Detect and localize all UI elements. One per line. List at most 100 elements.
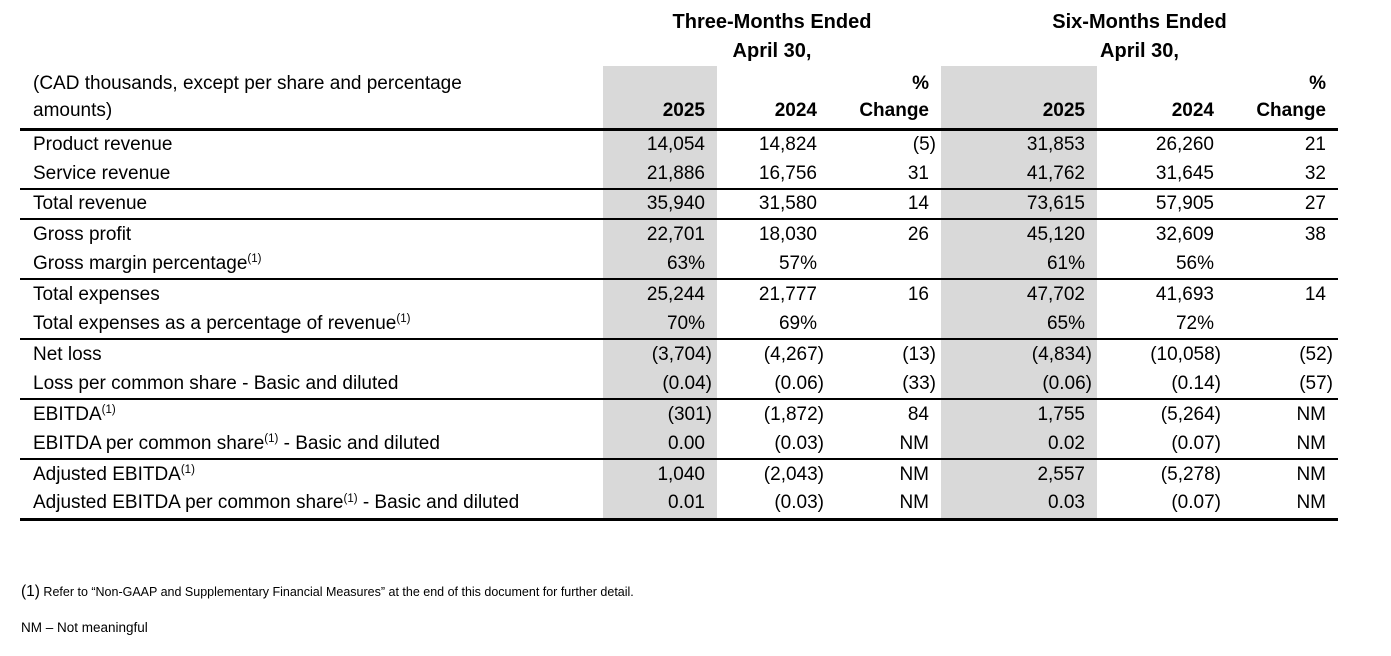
footnote-1: (1) Refer to “Non-GAAP and Supplementary… xyxy=(21,583,1391,601)
cell-value xyxy=(829,249,941,280)
cell-value: 26,260 xyxy=(1155,133,1214,155)
cell-value: 16,756 xyxy=(717,159,829,190)
period-subtitle-row: April 30, April 30, xyxy=(20,37,1338,66)
pct-header-line1: % xyxy=(912,72,929,94)
cell-value: 2,557 xyxy=(941,459,1097,489)
cell-value: 38 xyxy=(1304,223,1326,245)
table-row: Total expenses as a percentage of revenu… xyxy=(20,309,1338,340)
cell-value: NM xyxy=(1296,403,1326,425)
pct-header-line2: Change xyxy=(859,99,929,121)
cell-value: 41,693 xyxy=(1155,283,1214,305)
cell-value: 65% xyxy=(941,309,1097,340)
cell-value: 22,701 xyxy=(603,219,717,249)
row-label: EBITDA per common share(1) - Basic and d… xyxy=(20,429,603,460)
cell-value: (0.06) xyxy=(717,369,829,400)
period-subtitle-three-months: April 30, xyxy=(732,40,812,62)
cell-value: NM xyxy=(829,489,941,521)
footnote-1-text: Refer to “Non-GAAP and Supplementary Fin… xyxy=(39,584,634,599)
cell-value: (4,267) xyxy=(763,343,824,365)
cell-value: (0.14) xyxy=(1097,369,1226,400)
cell-value: (1,872) xyxy=(763,403,824,425)
row-label: Loss per common share - Basic and dilute… xyxy=(20,369,603,400)
cell-value: 0.02 xyxy=(941,429,1097,460)
cell-value: 18,030 xyxy=(758,223,817,245)
cell-value: 72% xyxy=(1097,309,1226,340)
footnotes: (1) Refer to “Non-GAAP and Supplementary… xyxy=(21,583,1391,635)
period-subtitle-six-months: April 30, xyxy=(1100,40,1179,62)
header-spacer xyxy=(20,37,603,66)
row-label: Total revenue xyxy=(20,189,603,220)
column-header-3mo-2024: 2024 xyxy=(717,66,829,131)
table-row: Gross profit 22,701 18,030 26 45,120 32,609 38 xyxy=(20,219,1338,249)
cell-value: (5) xyxy=(912,133,936,155)
column-header-6mo-pct-change: % Change xyxy=(1226,66,1338,131)
column-header-row: (CAD thousands, except per share and per… xyxy=(20,66,1338,131)
cell-value: (5,278) xyxy=(1160,463,1221,485)
cell-value: 32 xyxy=(1226,159,1338,190)
cell-value: 57,905 xyxy=(1097,189,1226,220)
cell-value: 14,054 xyxy=(603,129,717,159)
cell-value: 84 xyxy=(907,403,929,425)
table-row: Total revenue 35,940 31,580 14 73,615 57,905 2… xyxy=(20,189,1338,220)
table-row: Service revenue 21,886 16,756 31 41,762 31,64… xyxy=(20,159,1338,190)
row-label: Total expenses as a percentage of revenu… xyxy=(20,309,603,340)
footnote-reference: (1) xyxy=(180,464,195,477)
cell-value: (52) xyxy=(1299,343,1333,365)
cell-value: (4,834) xyxy=(941,339,1097,369)
cell-value: 61% xyxy=(941,249,1097,280)
cell-value: 27 xyxy=(1226,189,1338,220)
pct-header-line1: % xyxy=(1309,72,1326,94)
cell-value: (0.04) xyxy=(603,369,717,400)
cell-value: 14 xyxy=(829,189,941,220)
footnote-reference: (1) xyxy=(396,313,411,326)
table-row: Total expenses 25,244 21,777 16 47,702 41,693… xyxy=(20,279,1338,309)
column-header-6mo-2025: 2025 xyxy=(941,66,1097,131)
cell-value: NM xyxy=(829,429,941,460)
cell-value: 25,244 xyxy=(603,279,717,309)
cell-value: 21,777 xyxy=(758,283,817,305)
cell-value: (0.07) xyxy=(1097,489,1226,521)
table-row: Adjusted EBITDA per common share(1) - Ba… xyxy=(20,489,1338,521)
row-label: Product revenue xyxy=(33,133,173,155)
cell-value: 21,886 xyxy=(603,159,717,190)
cell-value: 21 xyxy=(1304,133,1326,155)
units-caption: (CAD thousands, except per share and per… xyxy=(20,66,603,131)
cell-value: 31,645 xyxy=(1097,159,1226,190)
cell-value: (0.03) xyxy=(717,429,829,460)
table-row: Gross margin percentage(1) 63% 57% 61% 56% xyxy=(20,249,1338,280)
cell-value: (3,704) xyxy=(603,339,717,369)
row-label: Total expenses xyxy=(33,283,160,305)
table-row: Product revenue 14,054 14,824 (5) 31,853 26,2… xyxy=(20,129,1338,159)
row-label: EBITDA(1) xyxy=(33,403,116,425)
cell-value: 26 xyxy=(907,223,929,245)
units-caption-line1: (CAD thousands, except per share and per… xyxy=(33,72,462,94)
cell-value: (13) xyxy=(902,343,936,365)
cell-value: 70% xyxy=(603,309,717,340)
cell-value: (0.07) xyxy=(1097,429,1226,460)
row-label: Adjusted EBITDA(1) xyxy=(33,463,195,485)
cell-value: 31 xyxy=(829,159,941,190)
cell-value: NM xyxy=(1296,463,1326,485)
row-label: Net loss xyxy=(33,343,102,365)
table-row: EBITDA(1) (301) (1,872) 84 1,755 (5,264) NM xyxy=(20,399,1338,429)
column-header-3mo-2025: 2025 xyxy=(603,66,717,131)
financial-summary-table: Three-Months Ended Six-Months Ended Apri… xyxy=(20,8,1338,521)
cell-value: (0.06) xyxy=(941,369,1097,400)
cell-value: (2,043) xyxy=(763,463,824,485)
pct-header-line2: Change xyxy=(1256,99,1326,121)
footnote-reference: (1) xyxy=(247,253,262,266)
footnote-nm: NM – Not meaningful xyxy=(21,619,148,635)
row-label: Gross profit xyxy=(33,223,132,245)
cell-value: 31,853 xyxy=(941,129,1097,159)
cell-value: 63% xyxy=(603,249,717,280)
cell-value: 47,702 xyxy=(941,279,1097,309)
cell-value: 45,120 xyxy=(941,219,1097,249)
table-body: Product revenue 14,054 14,824 (5) 31,853 26,2… xyxy=(20,129,1338,521)
column-header-6mo-2024: 2024 xyxy=(1097,66,1226,131)
cell-value: 31,580 xyxy=(717,189,829,220)
cell-value: (0.03) xyxy=(717,489,829,521)
cell-value: 0.00 xyxy=(603,429,717,460)
cell-value: 1,755 xyxy=(941,399,1097,429)
row-label: Adjusted EBITDA per common share(1) - Ba… xyxy=(20,489,603,521)
cell-value: 41,762 xyxy=(941,159,1097,190)
